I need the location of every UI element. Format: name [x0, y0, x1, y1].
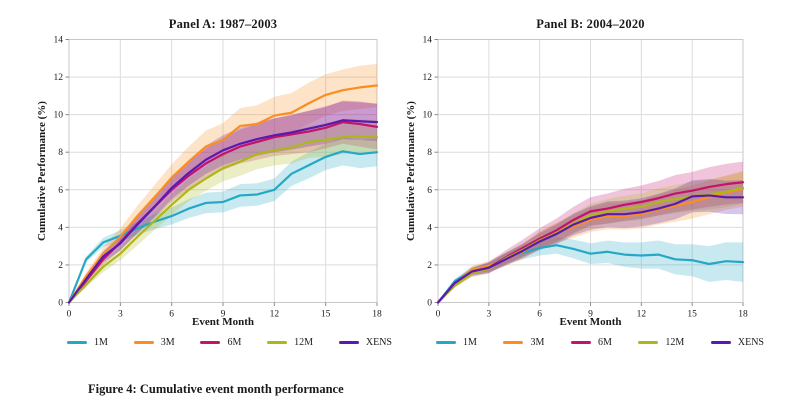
legend-item-1M: 1M [436, 337, 477, 348]
x-tick-label: 6 [537, 310, 542, 320]
x-tick-label: 12 [637, 310, 647, 320]
y-tick-label: 2 [58, 261, 63, 271]
panel-a-x-axis-label: Event Month [191, 316, 255, 328]
y-tick-label: 8 [427, 148, 432, 158]
x-tick-label: 18 [372, 310, 382, 320]
y-tick-label: 0 [58, 299, 63, 309]
x-tick-label: 9 [588, 310, 593, 320]
x-tick-label: 15 [687, 310, 697, 320]
legend-swatch-12M [638, 340, 659, 344]
legend-label: 3M [530, 336, 545, 348]
series-band-3M [438, 171, 743, 303]
legend-item-6M: 6M [570, 336, 612, 348]
legend-swatch-12M [267, 340, 288, 344]
legend-label: 12M [294, 336, 314, 348]
legend-swatch-3M [133, 340, 154, 344]
legend-swatch-XENS [338, 340, 359, 344]
x-tick-label: 6 [169, 310, 174, 320]
series-band-1M [69, 137, 377, 303]
legend-label: 3M [160, 336, 175, 348]
legend-swatch-6M [570, 340, 591, 344]
series-line-XENS [436, 194, 745, 304]
y-tick-label: 6 [427, 186, 432, 196]
legend-swatch-1M [436, 340, 456, 344]
legend-swatch-6M [200, 340, 221, 344]
legend-label: 6M [597, 336, 612, 348]
y-tick-label: 12 [54, 73, 64, 83]
y-tick-label: 4 [427, 223, 432, 233]
x-tick-label: 18 [738, 310, 748, 320]
x-tick-label: 0 [436, 310, 441, 320]
legend-item-1M: 1M [67, 337, 108, 348]
series-band-XENS [438, 179, 743, 303]
y-tick-label: 2 [427, 261, 432, 271]
panel-a: Panel A: 1987–2003 Cumulative Performanc… [0, 0, 400, 360]
series-band-12M [438, 171, 743, 303]
panel-b-title: Panel B: 2004–2020 [536, 17, 645, 31]
legend-label: XENS [737, 336, 764, 348]
legend-item-3M: 3M [133, 336, 175, 348]
panel-b: Panel B: 2004–2020 Cumulative Performanc… [400, 0, 800, 360]
y-tick-label: 14 [54, 36, 64, 46]
legend-item-XENS: XENS [338, 336, 392, 348]
legend-item-12M: 12M [267, 337, 313, 348]
y-tick-label: 10 [54, 111, 64, 121]
legend-swatch-1M [67, 340, 87, 344]
legend-item-3M: 3M [503, 337, 544, 348]
y-tick-label: 0 [427, 299, 432, 309]
y-tick-label: 10 [423, 111, 433, 121]
legend-item-XENS: XENS [710, 336, 764, 348]
legend-label: 6M [227, 336, 242, 348]
x-tick-label: 3 [486, 310, 491, 320]
panel-a-title: Panel A: 1987–2003 [168, 17, 278, 31]
legend-label: 1M [94, 336, 108, 348]
legend-item-12M: 12M [638, 337, 684, 348]
x-tick-label: 9 [221, 310, 226, 320]
series-line-3M [67, 84, 379, 304]
y-tick-label: 8 [58, 148, 63, 158]
y-tick-label: 4 [58, 223, 63, 233]
y-tick-label: 6 [58, 186, 63, 196]
legend-label: 12M [665, 336, 685, 348]
panel-b-plot-area: 0 3 6 9 12 15 18 0 2 4 6 8 10 12 14 [423, 36, 749, 320]
legend-label: XENS [365, 336, 392, 348]
y-tick-label: 12 [423, 73, 433, 83]
figure-caption: Figure 4: Cumulative event month perform… [88, 382, 344, 396]
panel-b-legend: 1M 3M 6M 12M XENS [436, 335, 764, 349]
series-line-3M [436, 187, 745, 304]
series-band-6M [69, 100, 377, 303]
y-tick-label: 14 [423, 36, 433, 46]
legend-label: 1M [463, 336, 477, 348]
legend-item-6M: 6M [200, 337, 241, 348]
panel-b-x-axis-label: Event Month [559, 316, 622, 328]
legend-swatch-3M [503, 340, 524, 344]
legend-swatch-XENS [710, 340, 731, 344]
x-tick-label: 12 [270, 310, 280, 320]
panel-a-legend: 1M 3M 6M 12M XENS [67, 335, 392, 349]
x-tick-label: 3 [118, 310, 123, 320]
x-tick-label: 15 [321, 310, 331, 320]
panel-a-plot-area: 0 3 6 9 12 15 18 0 2 4 6 8 10 12 14 [54, 36, 383, 320]
series-line-XENS [67, 119, 379, 304]
x-tick-label: 0 [67, 310, 72, 320]
series-line-12M [67, 135, 379, 304]
series-band-3M [69, 63, 377, 303]
